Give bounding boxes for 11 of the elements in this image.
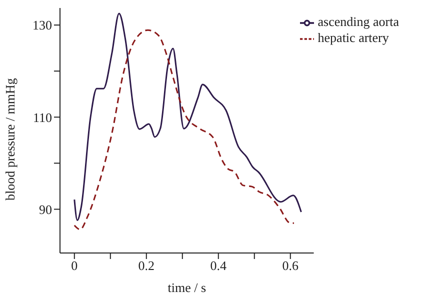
x-axis-title: time / s — [168, 280, 206, 294]
y-tick-label: 110 — [32, 110, 52, 125]
x-tick-label: 0.6 — [282, 258, 300, 274]
y-tick-label: 130 — [32, 18, 52, 33]
y-tick-label: 90 — [39, 202, 52, 217]
x-tick-label: 0.2 — [138, 258, 155, 274]
x-tick-label: 0 — [71, 258, 78, 274]
y-axis-title: blood pressure / mmHg — [2, 78, 18, 200]
legend-label: ascending aorta — [318, 14, 399, 29]
legend-label: hepatic artery — [318, 30, 389, 46]
x-tick-label: 0.4 — [210, 258, 228, 274]
